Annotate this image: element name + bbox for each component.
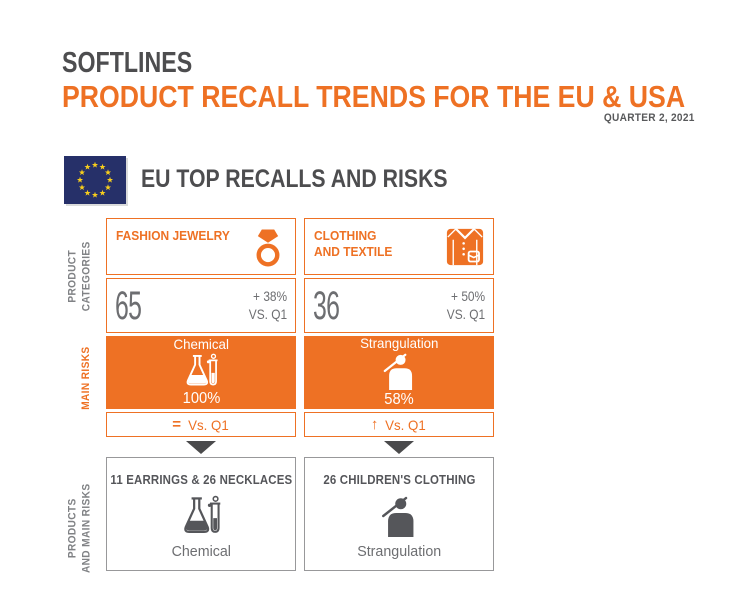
arrow-down-icon — [186, 441, 216, 454]
risk-percent: 100% — [182, 390, 220, 408]
category-title: CLOTHING AND TEXTILE — [314, 228, 393, 259]
arrow-down-icon — [384, 441, 414, 454]
page-kicker: SOFTLINES — [62, 47, 193, 79]
flask-icon — [186, 354, 218, 386]
products-card: 11 EARRINGS & 26 NECKLACES Chemical — [106, 457, 296, 571]
ring-icon — [256, 229, 280, 267]
eu-flag-icon — [64, 156, 126, 204]
card-fashion-jewelry: FASHION JEWELRY 65 + 38% VS. Q1 Chemical — [106, 218, 296, 571]
risk-name: Strangulation — [359, 335, 439, 351]
shirt-icon — [446, 228, 484, 266]
products-risk-label: Strangulation — [357, 543, 441, 560]
flask-icon — [181, 493, 221, 539]
recall-change: + 50% VS. Q1 — [446, 288, 485, 322]
recall-count: 65 — [115, 283, 142, 328]
card-clothing-textile: CLOTHING AND TEXTILE 36 + 50% VS. Q1 — [304, 218, 494, 571]
category-title: FASHION JEWELRY — [116, 228, 230, 243]
person-icon — [383, 354, 413, 391]
eu-section-title: EU TOP RECALLS AND RISKS — [141, 165, 448, 193]
recall-count-panel: 65 + 38% VS. Q1 — [106, 278, 296, 333]
recall-count: 36 — [313, 283, 340, 328]
products-risk-label: Chemical — [171, 543, 231, 560]
page-title: PRODUCT RECALL TRENDS FOR THE EU & USA — [62, 79, 686, 114]
products-title: 26 CHILDREN'S CLOTHING — [322, 472, 476, 487]
category-header: CLOTHING AND TEXTILE — [304, 218, 494, 275]
recall-change: + 38% VS. Q1 — [248, 288, 287, 322]
recall-count-panel: 36 + 50% VS. Q1 — [304, 278, 494, 333]
trend-banner: = Vs. Q1 — [106, 412, 296, 437]
main-risk-panel: Strangulation 58% — [304, 335, 494, 409]
trend-banner: ↑ Vs. Q1 — [304, 412, 494, 437]
main-risk-panel: Chemical 100% — [106, 336, 296, 409]
products-card: 26 CHILDREN'S CLOTHING Strangulation — [304, 457, 494, 571]
products-title: 11 EARRINGS & 26 NECKLACES — [110, 472, 292, 487]
arrow-up-icon: ↑ — [370, 416, 379, 433]
report-period: QUARTER 2, 2021 — [604, 112, 695, 124]
risk-name: Chemical — [173, 336, 229, 352]
equal-trend-icon: = — [172, 416, 181, 433]
category-header: FASHION JEWELRY — [106, 218, 296, 275]
risk-percent: 58% — [384, 391, 414, 409]
person-icon — [381, 493, 417, 539]
